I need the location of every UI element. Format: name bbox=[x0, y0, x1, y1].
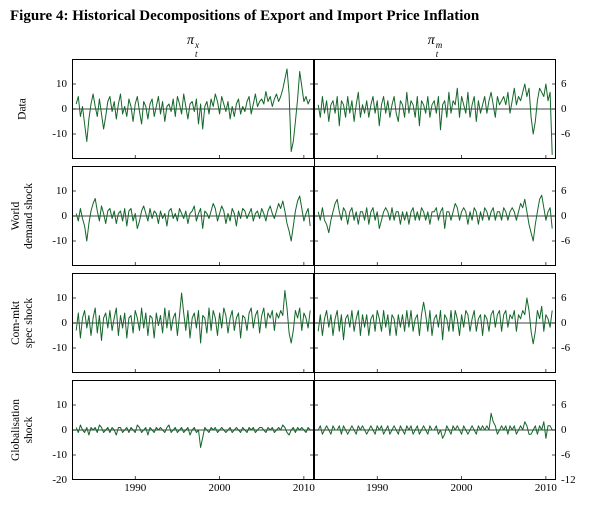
y-tick-label: 0 bbox=[561, 210, 567, 222]
y-tick-label: -6 bbox=[561, 449, 571, 461]
row-label-line: Com-mkt bbox=[9, 300, 22, 346]
row-label-line: spec shock bbox=[23, 297, 35, 349]
pi-m-subscript: t bbox=[435, 49, 439, 59]
row-label-line: Globalisation bbox=[9, 399, 22, 461]
x-tick-label: 2010 bbox=[534, 482, 557, 494]
panel-grid: Data 10 0 -10 6 0 -6 World demand shock 10 0 -1… bbox=[6, 59, 600, 486]
row-label-data: Data bbox=[6, 59, 40, 159]
y-tick-label: -10 bbox=[52, 449, 67, 461]
y-tick-label: 10 bbox=[56, 292, 67, 304]
chart-panel-globalisation-export bbox=[72, 380, 314, 480]
y-tick-label: 10 bbox=[56, 185, 67, 197]
x-tick-label: 2000 bbox=[208, 482, 231, 494]
row-label-commkt-spec: Com-mkt spec shock bbox=[6, 273, 40, 373]
y-axis-labels-right: 6 0 -6 bbox=[556, 59, 588, 159]
row-label-line: World bbox=[9, 201, 22, 231]
y-tick-label: 10 bbox=[56, 399, 67, 411]
chart-panel-worlddemand-import bbox=[314, 166, 556, 266]
y-tick-label: -10 bbox=[52, 342, 67, 354]
y-tick-label: 10 bbox=[56, 78, 67, 90]
pi-x-symbol: π bbox=[186, 32, 194, 48]
y-tick-label: 0 bbox=[61, 317, 68, 329]
y-tick-label: 6 bbox=[561, 78, 567, 90]
row-label-globalisation: Globalisation shock bbox=[6, 380, 40, 480]
y-tick-label: -6 bbox=[561, 342, 571, 354]
y-tick-label: 6 bbox=[561, 292, 567, 304]
x-axis-labels: 1990 2000 2010 1990 2000 2010 bbox=[6, 482, 600, 498]
chart-panel-data-import bbox=[314, 59, 556, 159]
y-tick-label: 0 bbox=[561, 317, 567, 329]
y-tick-label: 0 bbox=[561, 424, 567, 436]
y-axis-labels-left: 10 0 -10 bbox=[40, 166, 72, 266]
panel-row-world-demand: World demand shock 10 0 -10 6 0 -6 bbox=[6, 166, 600, 266]
y-tick-label: 0 bbox=[561, 103, 567, 115]
chart-panel-globalisation-import bbox=[314, 380, 556, 480]
y-tick-label: -6 bbox=[561, 128, 571, 140]
chart-panel-data-export bbox=[72, 59, 314, 159]
x-axis-labels-import: 1990 2000 2010 bbox=[314, 482, 557, 498]
row-label-text: Globalisation shock bbox=[10, 399, 36, 461]
row-label-text: Com-mkt spec shock bbox=[10, 298, 36, 348]
row-label-world-demand: World demand shock bbox=[6, 166, 40, 266]
pi-x-subscript: t bbox=[195, 49, 198, 59]
y-axis-labels-right: 6 0 -6 bbox=[556, 166, 588, 266]
y-axis-labels-left: 10 0 -10 bbox=[40, 59, 72, 159]
y-tick-label: -10 bbox=[52, 128, 67, 140]
x-tick-label: 2010 bbox=[292, 482, 315, 494]
panel-row-globalisation: Globalisation shock 10 0 -10 -20 6 0 -6 -12 bbox=[6, 380, 600, 486]
chart-panel-commkt-import bbox=[314, 273, 556, 373]
row-label-line: demand shock bbox=[23, 182, 35, 250]
y-axis-labels-right: 6 0 -6 bbox=[556, 273, 588, 373]
y-axis-labels-left: 10 0 -10 bbox=[40, 273, 72, 373]
row-label-line: shock bbox=[23, 416, 35, 444]
y-axis-labels-left: 10 0 -10 -20 bbox=[40, 380, 72, 486]
chart-panel-commkt-export bbox=[72, 273, 314, 373]
y-tick-label: 6 bbox=[561, 185, 567, 197]
x-tick-label: 1990 bbox=[124, 482, 147, 494]
y-axis-bottom-label: -20 bbox=[52, 474, 67, 486]
y-axis-bottom-label: -12 bbox=[561, 474, 576, 486]
x-tick-label: 2000 bbox=[450, 482, 473, 494]
y-tick-label: 0 bbox=[61, 103, 68, 115]
x-tick-label: 1990 bbox=[366, 482, 389, 494]
y-tick-label: 0 bbox=[61, 424, 68, 436]
row-label-line: Data bbox=[16, 98, 29, 120]
x-axis-labels-export: 1990 2000 2010 bbox=[72, 482, 315, 498]
figure-title: Figure 4: Historical Decompositions of E… bbox=[10, 8, 480, 24]
panel-row-data: Data 10 0 -10 6 0 -6 bbox=[6, 59, 600, 159]
y-tick-label: 0 bbox=[61, 210, 68, 222]
pi-x-superscript: x bbox=[195, 39, 199, 50]
y-tick-label: -10 bbox=[52, 235, 67, 247]
row-label-text: Data bbox=[16, 98, 29, 120]
y-tick-label: -6 bbox=[561, 235, 571, 247]
pi-m-symbol: π bbox=[427, 32, 435, 48]
panel-row-commkt-spec: Com-mkt spec shock 10 0 -10 6 0 -6 bbox=[6, 273, 600, 373]
column-divider-line bbox=[314, 59, 315, 480]
row-label-text: World demand shock bbox=[10, 183, 36, 249]
y-tick-label: 6 bbox=[561, 399, 567, 411]
y-axis-labels-right: 6 0 -6 -12 bbox=[556, 380, 588, 486]
pi-m-superscript: m bbox=[435, 39, 443, 50]
chart-panel-worlddemand-export bbox=[72, 166, 314, 266]
